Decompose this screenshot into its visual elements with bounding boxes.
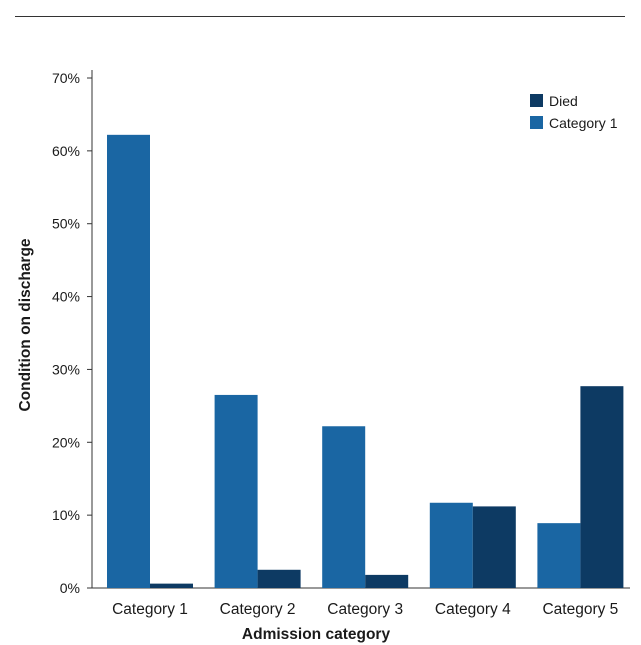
- bar-category-1-1: [107, 134, 150, 589]
- y-tick-label: 0%: [60, 580, 80, 596]
- bar-died-5: [580, 386, 624, 588]
- y-tick-label: 70%: [52, 70, 80, 86]
- x-tick-label: Category 3: [327, 601, 403, 618]
- bar-category-1-4: [429, 502, 473, 588]
- bar-died-1: [150, 583, 193, 588]
- x-tick-label: Category 1: [112, 601, 188, 618]
- x-axis: Category 1 Category 2 Category 3 Category 4…: [92, 587, 630, 618]
- x-tick-label: Category 2: [220, 601, 296, 618]
- y-tick-label: 40%: [52, 289, 80, 305]
- bar-category-1-5: [537, 523, 581, 588]
- legend: Died Category 1: [530, 93, 618, 131]
- legend-label: Died: [549, 93, 578, 109]
- x-tick-label: Category 5: [542, 601, 618, 618]
- bar-category-1-2: [214, 394, 258, 588]
- y-axis: 0% 10% 20% 30% 40% 50% 60% 70%: [52, 70, 93, 596]
- y-tick-label: 10%: [52, 507, 80, 523]
- y-tick-label: 30%: [52, 361, 80, 377]
- bar-died-3: [365, 574, 409, 588]
- x-tick-label: Category 4: [435, 601, 511, 618]
- legend-label: Category 1: [549, 115, 618, 131]
- y-tick-label: 60%: [52, 143, 80, 159]
- bar-died-4: [472, 506, 516, 588]
- top-rule: [15, 16, 625, 17]
- legend-swatch: [530, 94, 543, 107]
- legend-swatch: [530, 116, 543, 129]
- y-tick-label: 50%: [52, 216, 80, 232]
- bar-died-2: [257, 569, 301, 588]
- x-axis-title: Admission category: [242, 626, 391, 643]
- y-tick-label: 20%: [52, 434, 80, 450]
- bars: [107, 134, 624, 589]
- bar-category-1-3: [322, 426, 366, 588]
- y-axis-title: Condition on discharge: [17, 238, 34, 411]
